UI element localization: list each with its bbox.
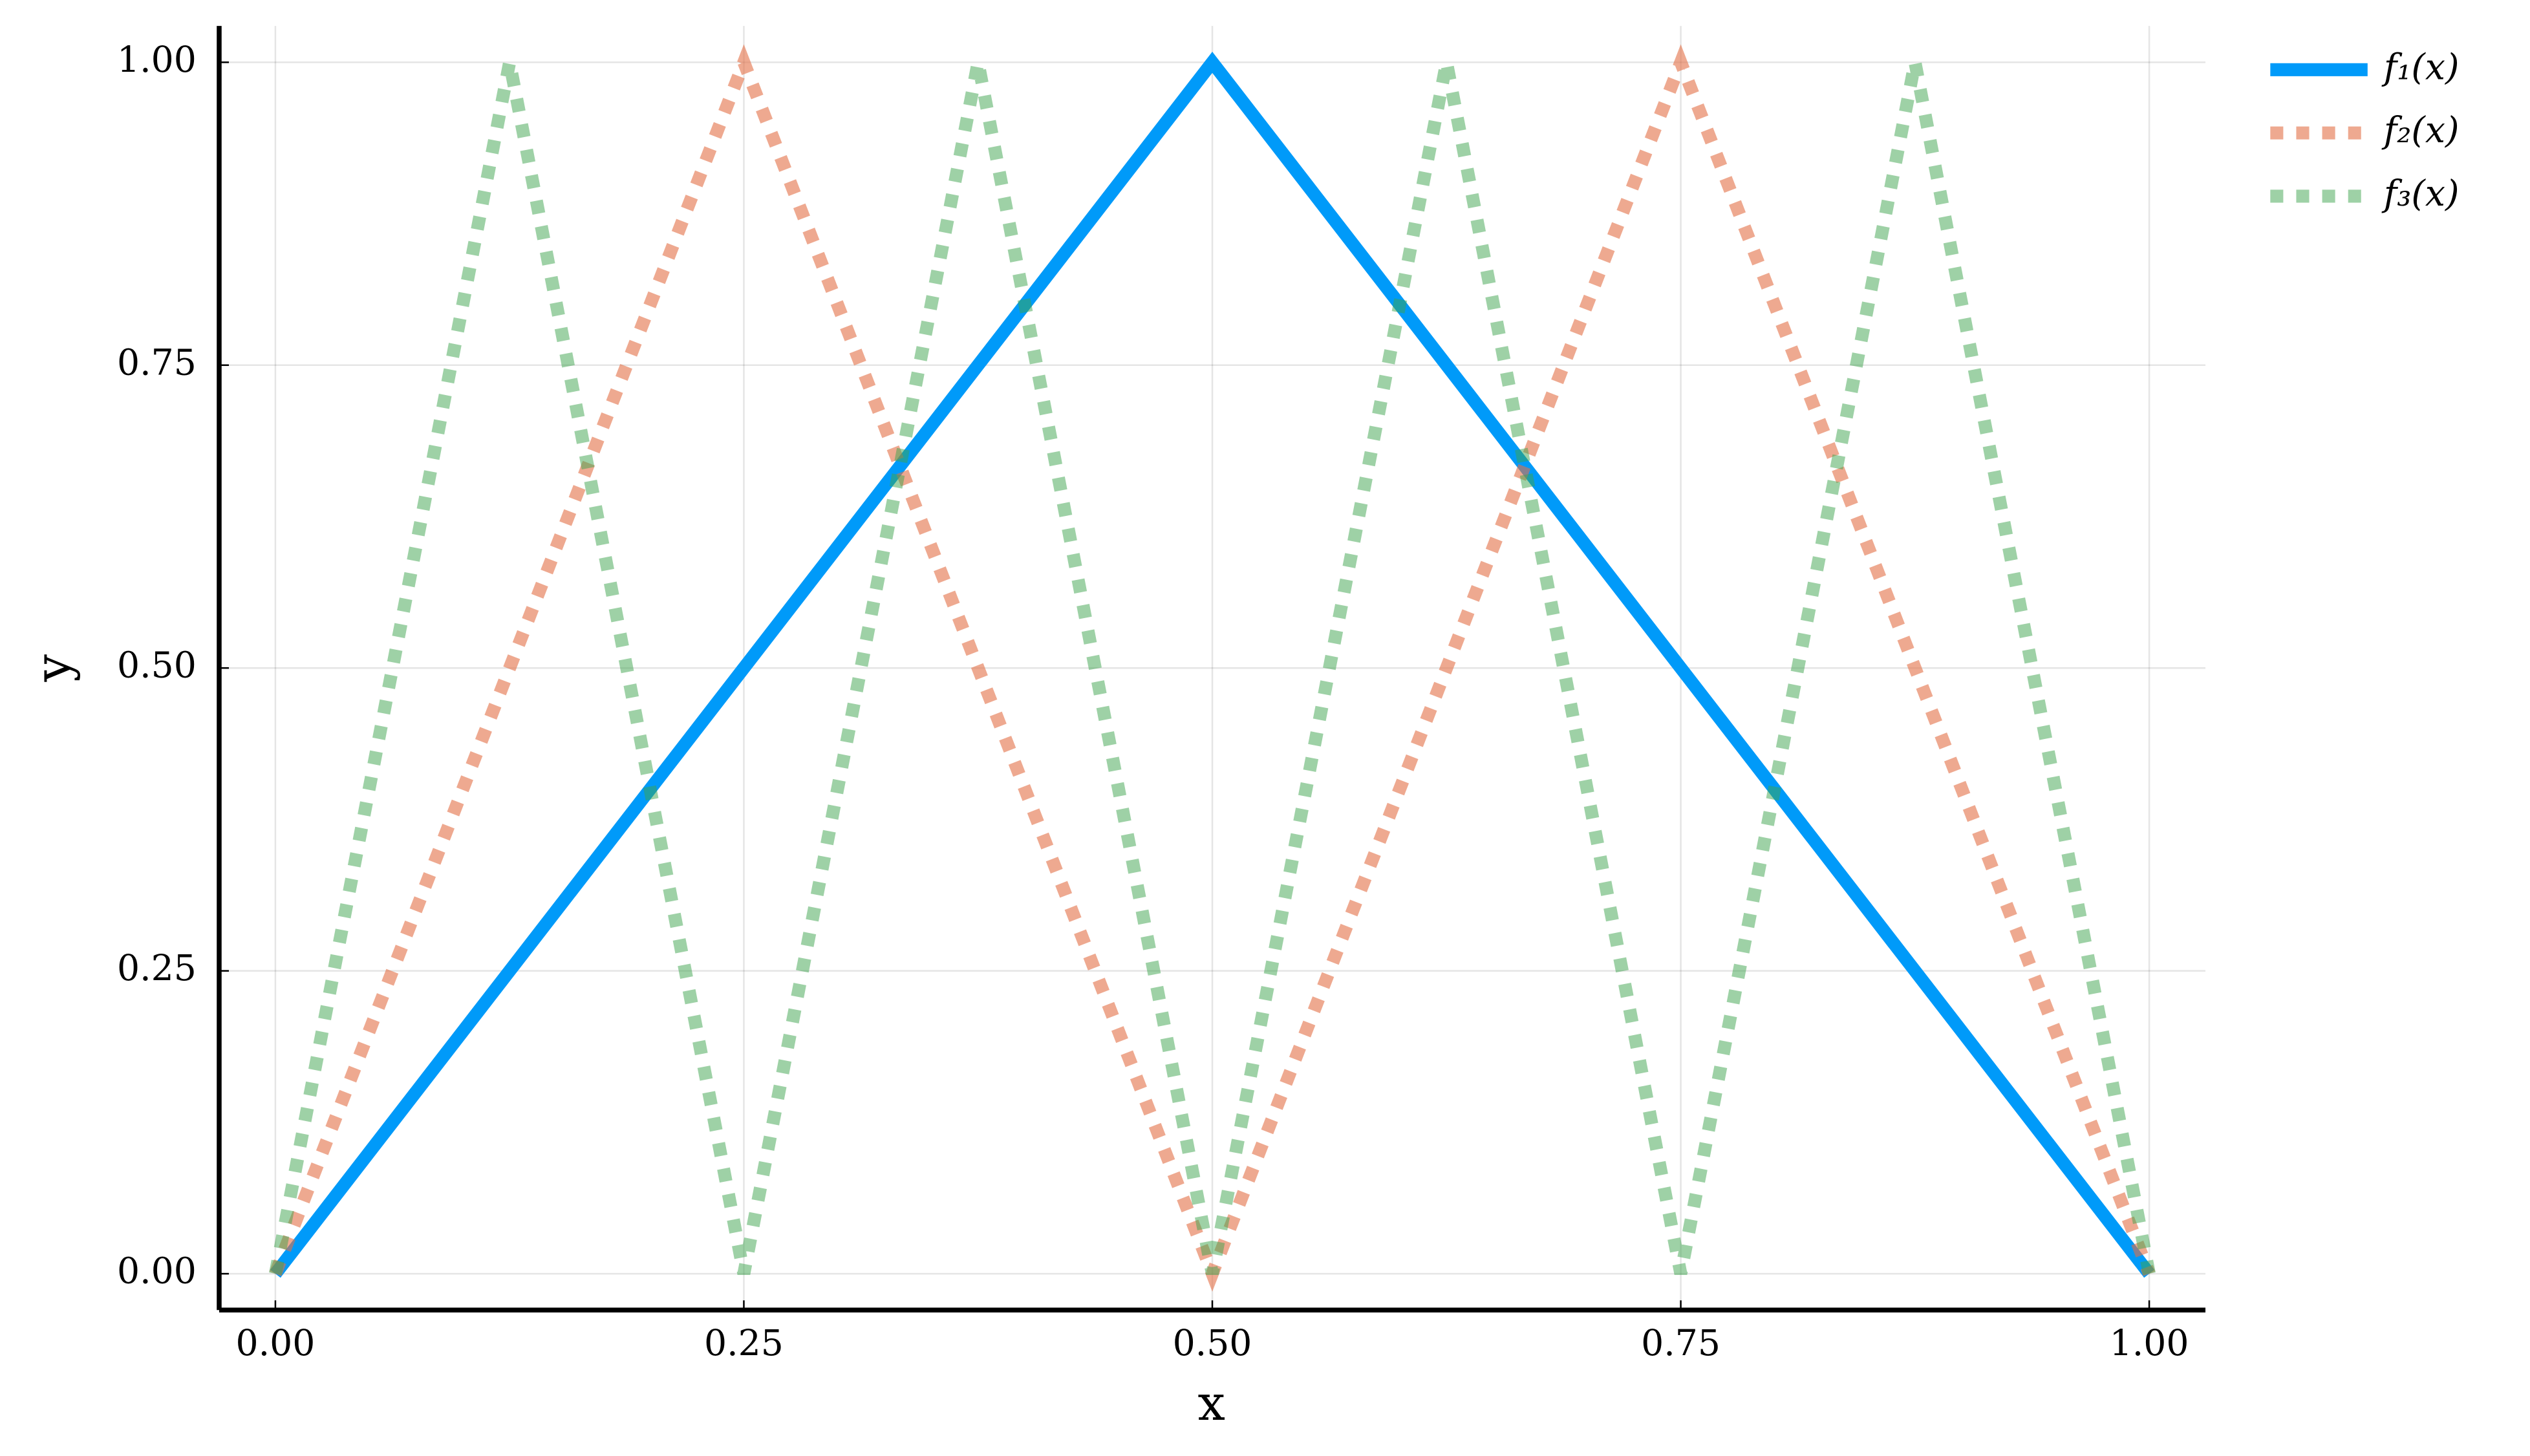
x-tick-label: 1.00 xyxy=(2110,1323,2189,1364)
x-tick-label: 0.75 xyxy=(1641,1323,1721,1364)
legend-label: f₂(x) xyxy=(2381,110,2460,151)
y-tick-label: 0.00 xyxy=(117,1251,197,1292)
y-tick-label: 1.00 xyxy=(117,39,197,81)
y-axis-label: y xyxy=(25,654,81,682)
x-tick-label: 0.50 xyxy=(1173,1323,1252,1364)
y-tick-label: 0.50 xyxy=(117,645,197,687)
legend-label: f₃(x) xyxy=(2381,173,2460,215)
x-tick-label: 0.25 xyxy=(704,1323,784,1364)
x-tick-label: 0.00 xyxy=(236,1323,316,1364)
legend-label: f₁(x) xyxy=(2381,47,2460,88)
y-tick-label: 0.25 xyxy=(117,948,197,989)
series-line xyxy=(269,61,2156,1275)
x-axis-label: x xyxy=(1198,1375,1225,1431)
y-tick-label: 0.75 xyxy=(117,342,197,383)
series-line xyxy=(270,51,2155,1278)
